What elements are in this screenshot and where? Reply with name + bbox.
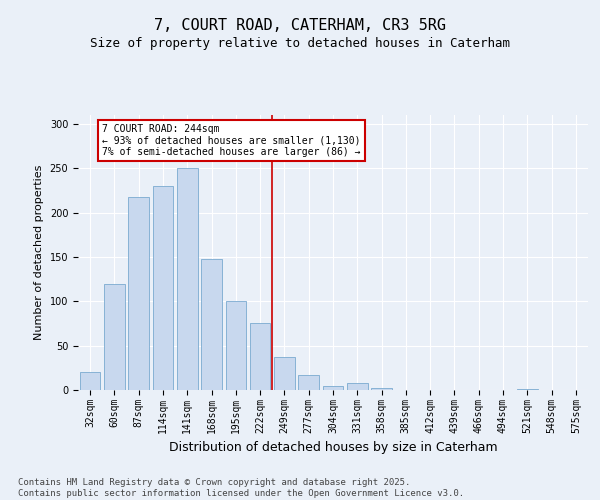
- Bar: [104, 284, 125, 390]
- Bar: [226, 302, 246, 390]
- Bar: [274, 357, 295, 390]
- Bar: [152, 186, 173, 390]
- Bar: [128, 196, 149, 390]
- Bar: [371, 388, 392, 390]
- Bar: [80, 372, 100, 390]
- Y-axis label: Number of detached properties: Number of detached properties: [34, 165, 44, 340]
- Bar: [298, 375, 319, 390]
- Bar: [201, 258, 222, 390]
- Text: Contains HM Land Registry data © Crown copyright and database right 2025.
Contai: Contains HM Land Registry data © Crown c…: [18, 478, 464, 498]
- Bar: [517, 389, 538, 390]
- Bar: [323, 386, 343, 390]
- Text: Size of property relative to detached houses in Caterham: Size of property relative to detached ho…: [90, 38, 510, 51]
- Text: 7, COURT ROAD, CATERHAM, CR3 5RG: 7, COURT ROAD, CATERHAM, CR3 5RG: [154, 18, 446, 32]
- Bar: [250, 324, 271, 390]
- Bar: [177, 168, 197, 390]
- X-axis label: Distribution of detached houses by size in Caterham: Distribution of detached houses by size …: [169, 441, 497, 454]
- Text: 7 COURT ROAD: 244sqm
← 93% of detached houses are smaller (1,130)
7% of semi-det: 7 COURT ROAD: 244sqm ← 93% of detached h…: [102, 124, 361, 157]
- Bar: [347, 383, 368, 390]
